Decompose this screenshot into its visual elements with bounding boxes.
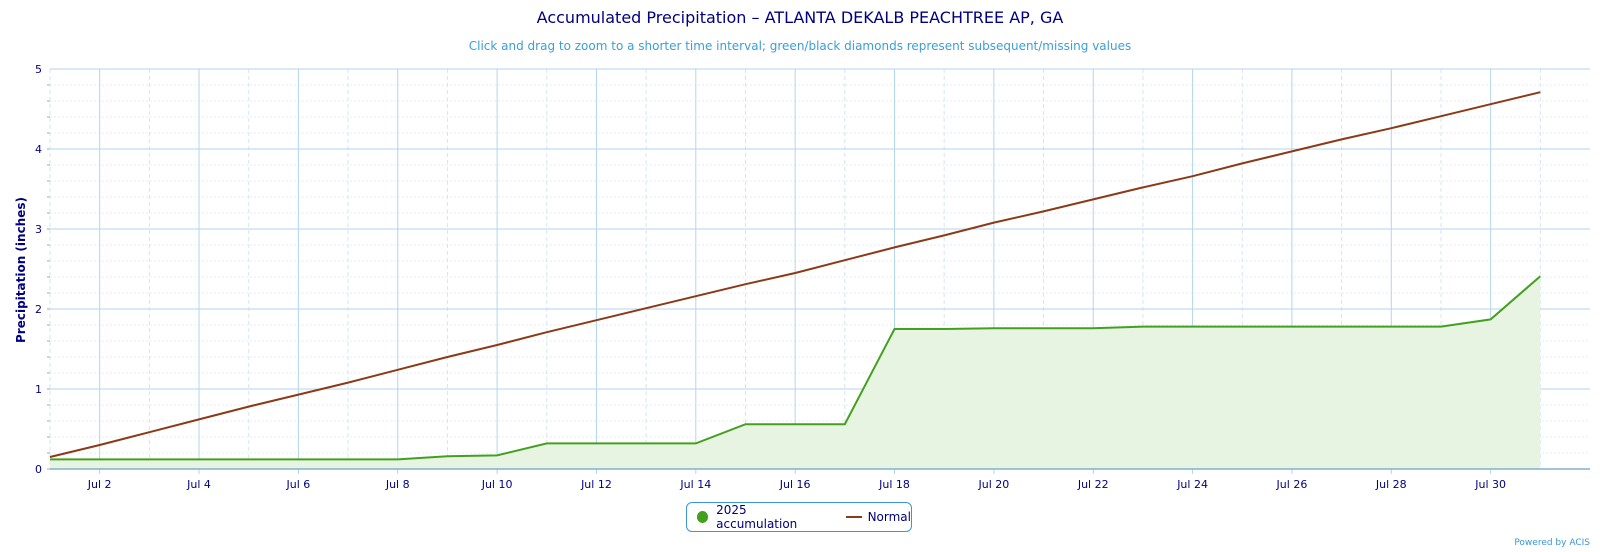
y-axis-label: Precipitation (inches)	[14, 197, 28, 343]
x-tick-label: Jul 16	[779, 478, 811, 491]
y-tick-label: 1	[35, 383, 42, 396]
x-tick-label: Jul 22	[1077, 478, 1109, 491]
chart-title: Accumulated Precipitation – ATLANTA DEKA…	[537, 8, 1064, 27]
x-tick-label: Jul 26	[1276, 478, 1308, 491]
x-tick-label: Jul 20	[977, 478, 1009, 491]
legend-accumulation-marker-icon	[697, 511, 709, 523]
axes: 0 1 2 3 4 5 Jul 2 Jul 4 Jul 6 Jul 8 Jul 10 Jul 12 Ju…	[35, 63, 1590, 491]
chart-subtitle: Click and drag to zoom to a shorter time…	[469, 39, 1131, 53]
legend-item-accumulation[interactable]: 2025 accumulation	[687, 503, 824, 531]
x-tick-label: Jul 8	[385, 478, 410, 491]
series-layer	[49, 91, 1541, 469]
y-tick-label: 5	[35, 63, 42, 76]
legend: 2025 accumulation Normal	[686, 502, 912, 532]
legend-item-normal[interactable]: Normal	[824, 510, 911, 524]
x-tick-label: Jul 4	[186, 478, 211, 491]
minor-grid	[47, 69, 1590, 470]
x-tick-label: Jul 18	[878, 478, 910, 491]
x-tick-label: Jul 6	[285, 478, 310, 491]
x-tick-label: Jul 12	[580, 478, 612, 491]
legend-normal-marker-icon	[845, 516, 862, 518]
x-tick-label: Jul 28	[1375, 478, 1407, 491]
legend-accumulation-label: 2025 accumulation	[716, 503, 798, 531]
x-tick-label: Jul 10	[481, 478, 513, 491]
y-tick-label: 4	[35, 143, 42, 156]
accumulation-line[interactable]	[50, 275, 1541, 461]
x-tick-label: Jul 14	[679, 478, 711, 491]
normal-line[interactable]	[49, 91, 1541, 458]
credit-link[interactable]: Powered by ACIS	[1514, 538, 1590, 548]
y-tick-label: 3	[35, 223, 42, 236]
y-tick-label: 2	[35, 303, 42, 316]
accumulation-area	[50, 276, 1541, 469]
y-tick-label: 0	[35, 463, 42, 476]
legend-normal-label: Normal	[867, 510, 911, 524]
x-tick-label: Jul 30	[1474, 478, 1506, 491]
x-tick-label: Jul 2	[87, 478, 112, 491]
x-tick-label: Jul 24	[1176, 478, 1208, 491]
